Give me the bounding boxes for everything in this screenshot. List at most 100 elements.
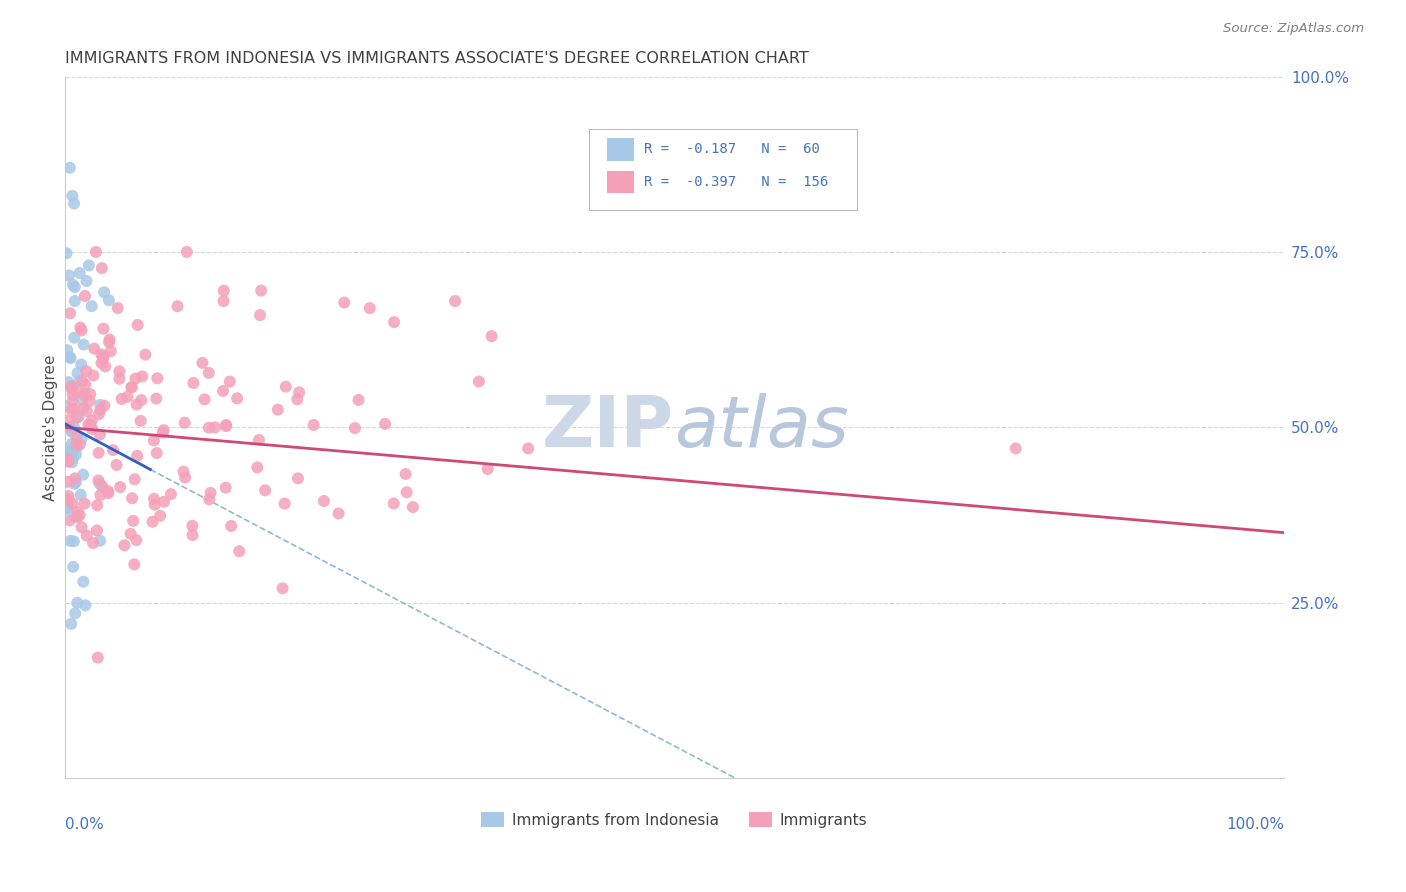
Point: [70, 432, 93, 446]
Point: [117, 390, 139, 404]
Point: [149, 508, 172, 523]
Point: [83, 342, 105, 356]
Point: [129, 414, 152, 428]
Point: [86, 524, 108, 538]
Point: [218, 375, 240, 389]
Point: [146, 371, 169, 385]
Point: [63, 471, 86, 485]
Point: [395, 485, 418, 500]
Point: [69, 488, 91, 502]
FancyBboxPatch shape: [607, 170, 634, 193]
Point: [63, 280, 86, 294]
Point: [181, 518, 204, 533]
Point: [288, 385, 311, 400]
Point: [62, 277, 84, 292]
Point: [125, 398, 148, 412]
Point: [93, 285, 115, 300]
Point: [97, 293, 120, 308]
Point: [75, 364, 97, 378]
Point: [131, 369, 153, 384]
Point: [60, 616, 83, 631]
Point: [468, 375, 491, 389]
Point: [58, 445, 80, 459]
Point: [107, 301, 129, 315]
FancyBboxPatch shape: [589, 129, 858, 210]
Point: [143, 491, 166, 506]
Point: [91, 351, 114, 366]
Point: [152, 423, 174, 437]
Point: [62, 497, 84, 511]
Point: [120, 526, 142, 541]
Point: [477, 462, 499, 476]
Text: atlas: atlas: [675, 392, 849, 462]
Point: [97, 486, 120, 500]
Point: [59, 452, 82, 467]
Point: [374, 417, 396, 431]
Point: [70, 520, 93, 534]
Point: [121, 491, 143, 506]
Point: [69, 437, 91, 451]
Point: [80, 299, 103, 313]
Point: [94, 359, 117, 374]
Point: [93, 399, 115, 413]
Point: [84, 244, 107, 259]
Point: [60, 189, 83, 203]
Point: [60, 382, 83, 396]
Legend: Immigrants from Indonesia, Immigrants: Immigrants from Indonesia, Immigrants: [475, 805, 873, 834]
Point: [79, 394, 101, 409]
Point: [62, 379, 84, 393]
Point: [333, 295, 356, 310]
Point: [153, 494, 176, 508]
Text: 0.0%: 0.0%: [65, 817, 104, 832]
Point: [89, 533, 111, 548]
Point: [382, 496, 405, 510]
Point: [124, 472, 146, 486]
Point: [246, 460, 269, 475]
Point: [160, 487, 183, 501]
Point: [59, 351, 82, 366]
Point: [59, 533, 82, 548]
Point: [108, 480, 131, 494]
Point: [62, 394, 84, 409]
Point: [76, 404, 98, 418]
Point: [55, 399, 77, 413]
Point: [63, 294, 86, 309]
Point: [59, 380, 82, 394]
Point: [65, 448, 87, 462]
Point: [58, 268, 80, 283]
Point: [343, 421, 366, 435]
Point: [89, 476, 111, 491]
Point: [56, 343, 79, 358]
Point: [63, 196, 86, 211]
Point: [108, 372, 131, 386]
Point: [73, 289, 96, 303]
Point: [73, 386, 96, 401]
Point: [66, 596, 89, 610]
Point: [58, 489, 80, 503]
Point: [75, 599, 97, 613]
Point: [67, 409, 90, 424]
Point: [66, 410, 89, 425]
Point: [114, 538, 136, 552]
Point: [198, 492, 221, 507]
Point: [181, 528, 204, 542]
Point: [59, 306, 82, 320]
Point: [143, 498, 166, 512]
Point: [127, 318, 149, 332]
Point: [249, 308, 271, 322]
Point: [215, 481, 238, 495]
Point: [79, 418, 101, 433]
Point: [58, 375, 80, 389]
Point: [145, 446, 167, 460]
Point: [73, 497, 96, 511]
Point: [254, 483, 277, 498]
Point: [122, 514, 145, 528]
Point: [60, 403, 83, 417]
Point: [90, 261, 112, 276]
Point: [73, 389, 96, 403]
Point: [93, 322, 115, 336]
Point: [56, 414, 79, 428]
Point: [131, 393, 153, 408]
Point: [176, 244, 198, 259]
Point: [142, 515, 165, 529]
